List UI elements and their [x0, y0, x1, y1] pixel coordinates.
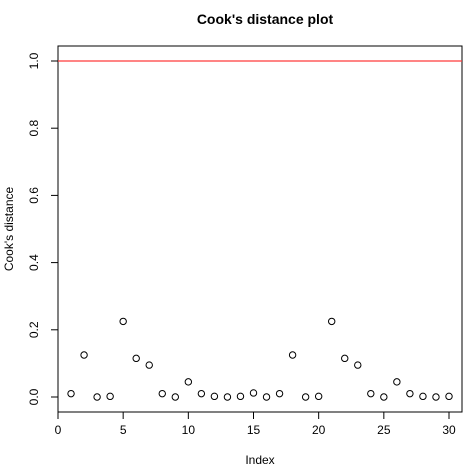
data-point — [197, 389, 206, 398]
y-tick-label: 0.2 — [27, 321, 41, 338]
data-point — [301, 393, 310, 401]
y-axis-label: Cook's distance — [2, 187, 16, 272]
y-tick-label: 0.6 — [27, 187, 41, 204]
x-tick-label: 15 — [247, 423, 261, 437]
x-tick-label: 30 — [442, 423, 456, 437]
data-point — [145, 361, 153, 369]
data-point — [445, 392, 453, 401]
data-point — [210, 392, 219, 401]
data-points — [67, 317, 453, 401]
data-point — [354, 361, 362, 369]
data-point — [93, 393, 101, 401]
y-tick-label: 0.4 — [27, 254, 41, 271]
data-point — [236, 392, 245, 401]
y-tick-label: 0.8 — [27, 120, 41, 137]
data-point — [393, 378, 401, 386]
data-point — [275, 389, 284, 398]
data-point — [223, 393, 232, 401]
y-tick-label: 0.0 — [27, 388, 41, 405]
data-point — [119, 317, 127, 326]
y-axis: 0.0 0.2 0.4 0.6 0.8 1.0 — [27, 52, 59, 405]
data-point — [249, 389, 258, 397]
data-point — [367, 389, 375, 398]
x-tick-label: 5 — [120, 423, 127, 437]
data-point — [171, 393, 180, 401]
y-tick-label: 1.0 — [27, 52, 41, 69]
data-point — [314, 392, 323, 401]
x-tick-label: 20 — [312, 423, 326, 437]
data-point — [158, 389, 166, 398]
chart-title: Cook's distance plot — [197, 11, 334, 27]
plot-area-frame — [57, 45, 463, 413]
data-point — [419, 392, 427, 401]
x-tick-label: 25 — [377, 423, 391, 437]
x-axis-label: Index — [245, 453, 274, 467]
data-point — [341, 354, 349, 363]
data-point — [328, 317, 336, 326]
data-point — [184, 378, 193, 386]
data-point — [406, 389, 414, 398]
data-point — [288, 351, 297, 359]
data-point — [80, 351, 88, 359]
data-point — [67, 389, 75, 398]
data-point — [262, 393, 271, 401]
data-point — [380, 393, 388, 401]
x-tick-label: 10 — [182, 423, 196, 437]
x-tick-label: 0 — [55, 423, 62, 437]
data-point — [432, 393, 440, 401]
data-point — [106, 392, 114, 401]
data-point — [132, 354, 140, 363]
x-axis: 0 5 10 15 20 25 30 — [55, 411, 456, 437]
